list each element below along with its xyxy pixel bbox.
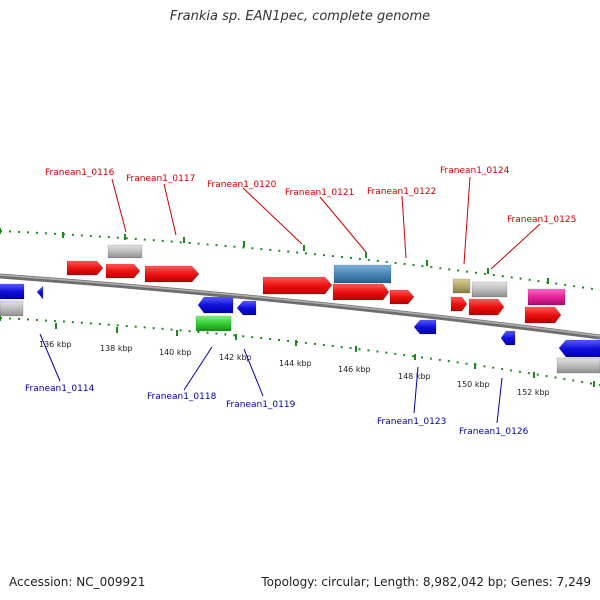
rna-feature[interactable] bbox=[333, 264, 392, 284]
gene-feature[interactable] bbox=[413, 319, 437, 335]
tick-label: 142 kbp bbox=[219, 353, 252, 362]
gene-feature[interactable] bbox=[107, 244, 143, 259]
tick-label: 136 kbp bbox=[39, 340, 72, 349]
other-feature[interactable] bbox=[527, 288, 566, 306]
gene-label[interactable]: Franean1_0114 bbox=[25, 384, 95, 394]
gene-feature[interactable] bbox=[558, 339, 600, 358]
gene-label[interactable]: Franean1_0119 bbox=[226, 400, 296, 410]
upper-scale-ticks bbox=[0, 228, 549, 284]
pseudo-feature[interactable] bbox=[556, 357, 600, 374]
gene-feature[interactable] bbox=[262, 276, 333, 295]
genome-backbone-highlight bbox=[0, 274, 600, 337]
gene-feature[interactable] bbox=[450, 296, 468, 312]
genome-title: Frankia sp. EAN1pec, complete genome bbox=[169, 9, 431, 24]
lower-scale-ticks bbox=[0, 315, 595, 387]
gene-label[interactable]: Franean1_0116 bbox=[45, 168, 115, 178]
gene-label[interactable]: Franean1_0123 bbox=[377, 417, 446, 427]
tick-label: 148 kbp bbox=[398, 372, 431, 381]
gene-feature[interactable] bbox=[389, 289, 415, 305]
tick-label: 140 kbp bbox=[159, 348, 192, 357]
gene-feature[interactable] bbox=[144, 265, 200, 283]
gene-feature[interactable] bbox=[197, 296, 234, 314]
gene-label[interactable]: Franean1_0117 bbox=[126, 174, 195, 184]
gene-feature[interactable] bbox=[524, 306, 562, 324]
tick-label: 146 kbp bbox=[338, 365, 371, 374]
tick-label: 152 kbp bbox=[517, 388, 550, 397]
pseudo-feature[interactable] bbox=[0, 300, 24, 317]
gene-feature[interactable] bbox=[500, 330, 516, 346]
gene-label[interactable]: Franean1_0125 bbox=[507, 215, 576, 225]
reverse-gene-labels: Franean1_0114 Franean1_0118 Franean1_011… bbox=[25, 333, 529, 437]
tick-label: 144 kbp bbox=[279, 359, 312, 368]
reverse-features bbox=[0, 283, 600, 374]
pseudo-feature[interactable] bbox=[471, 281, 508, 298]
gene-label[interactable]: Franean1_0124 bbox=[440, 166, 510, 176]
tick-label: 150 kbp bbox=[457, 380, 490, 389]
genome-summary-text: Topology: circular; Length: 8,982,042 bp… bbox=[261, 575, 591, 589]
gene-feature[interactable] bbox=[66, 260, 104, 276]
forward-features bbox=[66, 244, 566, 324]
genome-backbone bbox=[0, 273, 600, 340]
gene-feature[interactable] bbox=[0, 283, 25, 300]
forward-gene-labels: Franean1_0116 Franean1_0117 Franean1_012… bbox=[45, 166, 576, 270]
accession-text: Accession: NC_009921 bbox=[9, 575, 146, 589]
other-feature[interactable] bbox=[195, 315, 232, 332]
gene-feature[interactable] bbox=[332, 283, 390, 301]
gene-label[interactable]: Franean1_0126 bbox=[459, 427, 529, 437]
gene-label[interactable]: Franean1_0121 bbox=[285, 188, 354, 198]
gene-feature[interactable] bbox=[36, 285, 44, 300]
gene-feature[interactable] bbox=[468, 298, 505, 316]
gene-label[interactable]: Franean1_0122 bbox=[367, 187, 436, 197]
gene-label[interactable]: Franean1_0120 bbox=[207, 180, 277, 190]
tick-label: 138 kbp bbox=[100, 344, 133, 353]
gene-feature[interactable] bbox=[105, 263, 141, 279]
gene-feature[interactable] bbox=[236, 300, 257, 316]
gene-label[interactable]: Franean1_0118 bbox=[147, 392, 217, 402]
other-feature[interactable] bbox=[452, 278, 471, 294]
